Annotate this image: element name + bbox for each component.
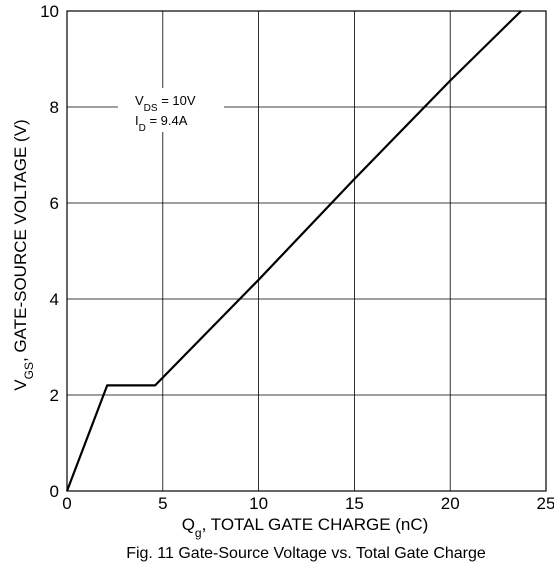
annotation-id-sub: D (139, 123, 146, 134)
y-tick-label: 8 (50, 98, 59, 117)
annotation-vds-rest: = 10V (158, 93, 196, 108)
x-axis-title-base: Q (182, 515, 195, 534)
x-axis-title-sub: g (195, 526, 202, 540)
x-tick-label: 20 (441, 494, 460, 513)
annotation-id-base: I (135, 113, 139, 128)
series-group (65, 10, 522, 492)
x-tick-label: 5 (158, 494, 167, 513)
annotation-id: ID = 9.4A (135, 113, 188, 134)
annotation-background (118, 88, 224, 132)
series-line-0 (65, 10, 522, 492)
chart-title: Fig. 11 Gate-Source Voltage vs. Total Ga… (126, 545, 486, 562)
x-tick-label: 15 (345, 494, 364, 513)
x-tick-label: 10 (249, 494, 268, 513)
x-axis-title: Qg, TOTAL GATE CHARGE (nC) (182, 515, 429, 540)
x-tick-labels: 0 5 10 15 20 25 (62, 494, 554, 513)
annotation-id-rest: = 9.4A (146, 113, 188, 128)
y-tick-label: 6 (50, 194, 59, 213)
y-axis-title-rest: , GATE-SOURCE VOLTAGE (V) (11, 119, 30, 362)
grid-lines (66, 10, 547, 492)
y-tick-labels: 0 2 4 6 8 10 (40, 2, 59, 501)
annotation-vds-sub: DS (144, 103, 158, 114)
y-tick-label: 0 (50, 482, 59, 501)
annotation-vds-base: V (135, 93, 144, 108)
plot-frame (66, 10, 547, 492)
y-tick-label: 4 (50, 290, 59, 309)
x-tick-label: 0 (62, 494, 71, 513)
y-axis-title: VGS, GATE-SOURCE VOLTAGE (V) (11, 119, 36, 390)
y-tick-label: 10 (40, 2, 59, 21)
x-tick-label: 25 (537, 494, 554, 513)
y-tick-label: 2 (50, 386, 59, 405)
y-axis-title-base: V (11, 379, 30, 391)
x-axis-title-rest: , TOTAL GATE CHARGE (nC) (202, 515, 429, 534)
annotation-box: VDS = 10V ID = 9.4A (118, 88, 224, 134)
y-axis-title-sub: GS (22, 362, 36, 379)
annotation-vds: VDS = 10V (135, 93, 196, 114)
